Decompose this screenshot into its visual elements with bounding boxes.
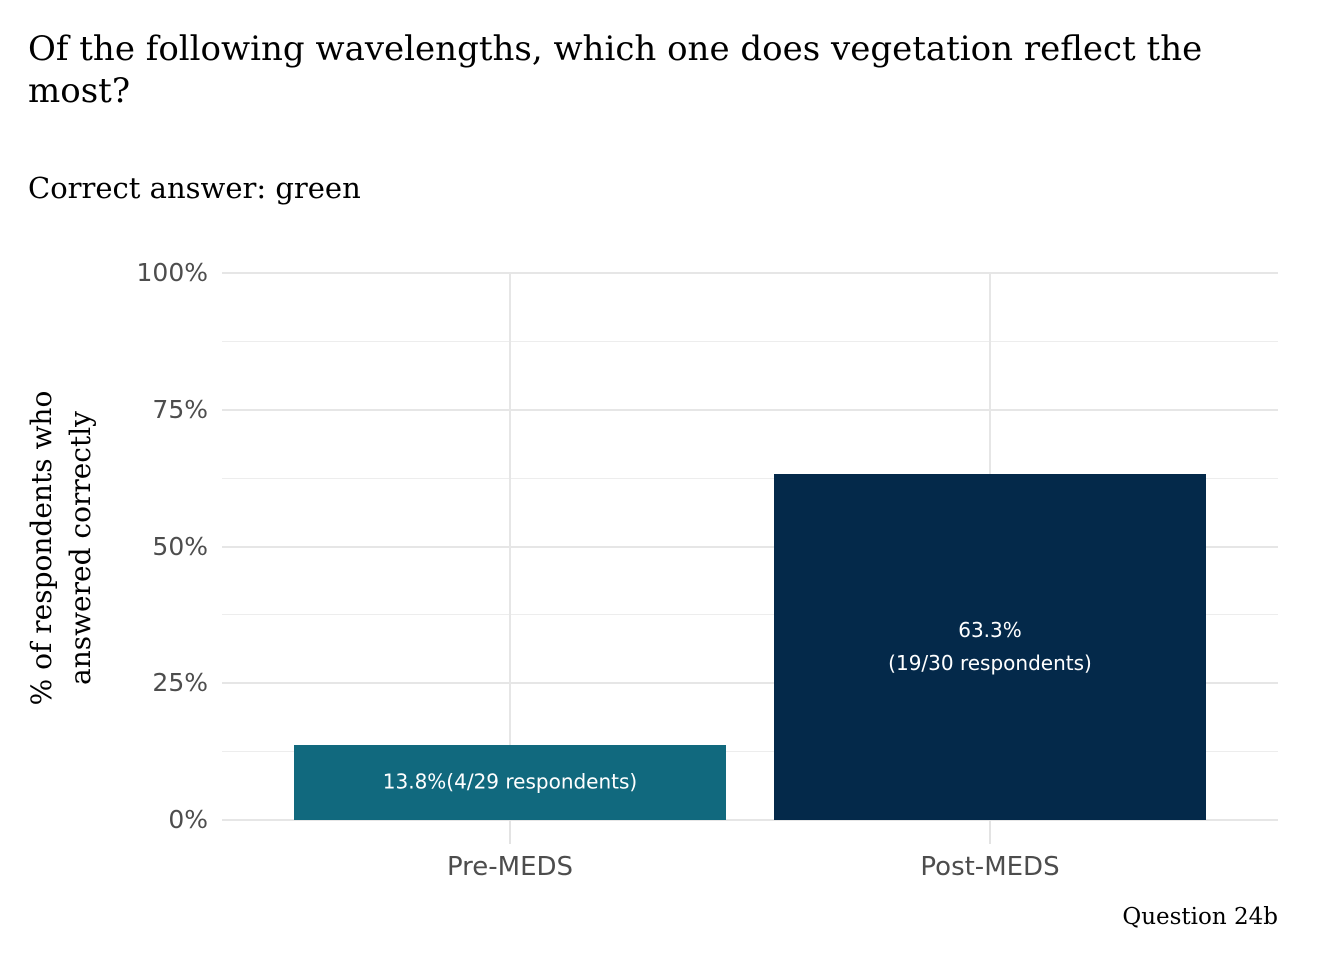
gridline-major-y-100 [222,272,1278,274]
y-tick-label-75: 75% [152,394,208,424]
gridline-minor-y-37.5 [222,614,1278,616]
gridline-major-y-25 [222,682,1278,685]
bar-label-Post-MEDS: 63.3% (19/30 respondents) [774,614,1206,680]
bar-label-Pre-MEDS: 13.8%(4/29 respondents) [294,766,726,799]
y-tick-label-0: 0% [168,805,208,834]
chart-subtitle: Correct answer: green [28,171,361,205]
gridline-major-y-0 [222,819,1278,821]
y-tick-label-25: 25% [152,668,208,698]
y-axis-title: % of respondents who answered correctly [22,248,100,848]
bar-Post-MEDS: 63.3% (19/30 respondents) [774,473,1206,820]
chart-title-line-2: most? [28,71,131,111]
bar-label-Pre-MEDS-line-1: 13.8%(4/29 respondents) [382,769,638,794]
gridline-minor-y-62.5 [222,477,1278,479]
x-tick-Post-MEDS [989,820,991,844]
gridline-major-y-75 [222,408,1278,411]
x-tick-label-Pre-MEDS: Pre-MEDS [446,852,574,882]
y-tick-label-100: 100% [136,258,208,287]
x-tick-Pre-MEDS [509,820,511,844]
chart-caption: Question 24b [1122,904,1278,930]
y-axis-title-line-1: % of respondents who [25,390,58,706]
chart-title: Of the following wavelengths, which one … [28,28,1328,112]
gridline-minor-y-12.5 [222,751,1278,753]
plot-area: 13.8%(4/29 respondents) 63.3% (19/30 respo… [222,272,1278,821]
bar-label-Post-MEDS-line-1: 63.3% [958,617,1022,642]
y-tick-label-50: 50% [152,531,208,561]
gridline-major-y-50 [222,545,1278,548]
bar-label-Post-MEDS-line-2: (19/30 respondents) [888,650,1092,675]
gridline-major-x-Pre-MEDS [509,273,511,820]
x-tick-label-Post-MEDS: Post-MEDS [920,852,1060,882]
y-axis-title-line-2: answered correctly [64,411,97,685]
chart-title-line-1: Of the following wavelengths, which one … [28,29,1203,69]
gridline-minor-y-87.5 [222,340,1278,342]
bar-Pre-MEDS: 13.8%(4/29 respondents) [294,744,726,820]
